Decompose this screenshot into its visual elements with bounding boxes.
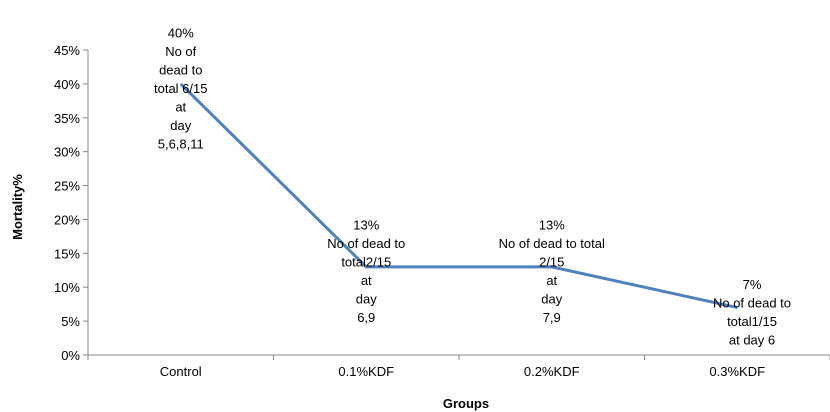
data-label: 40% No of dead to total 6/15 at day 5,6,8,11	[154, 25, 208, 151]
data-label-line: at	[361, 273, 372, 288]
data-label-line: total 6/15	[154, 81, 208, 96]
data-label-line: at	[546, 273, 557, 288]
data-label-line: No of	[165, 44, 196, 59]
data-label-line: total1/15	[727, 314, 777, 329]
y-tick-label: 35%	[54, 111, 80, 126]
data-label-line: dead to	[159, 62, 202, 77]
y-tick-label: 30%	[54, 145, 80, 160]
y-tick-label: 20%	[54, 212, 80, 227]
data-label-line: 2/15	[539, 255, 564, 270]
data-labels: 40% No of dead to total 6/15 at day 5,6,8,11 13…	[154, 25, 791, 347]
x-tick-label: 0.3%KDF	[709, 364, 765, 379]
x-tick-label: 0.1%KDF	[338, 364, 394, 379]
y-tick-label: 10%	[54, 280, 80, 295]
data-label-line: day	[541, 292, 562, 307]
data-label: 13% No of dead to total 2/15 at day 7,9	[499, 218, 605, 326]
data-label-line: day	[170, 118, 191, 133]
y-tick-label: 0%	[61, 348, 80, 363]
data-label-line: 7,9	[543, 310, 561, 325]
x-tick-label: 0.2%KDF	[524, 364, 580, 379]
data-label-line: 13%	[539, 218, 565, 233]
data-label-line: 13%	[353, 218, 379, 233]
data-label: 7% No of dead to total1/15 at day 6	[713, 277, 791, 348]
data-label-line: 6,9	[357, 310, 375, 325]
y-tick-label: 45%	[54, 43, 80, 58]
x-axis: Control 0.1%KDF 0.2%KDF 0.3%KDF	[87, 354, 830, 379]
series-layer	[179, 82, 738, 310]
y-tick-label: 15%	[54, 246, 80, 261]
x-axis-title: Groups	[443, 396, 489, 411]
data-label-line: 5,6,8,11	[158, 136, 204, 151]
data-label-line: 40%	[168, 25, 194, 40]
y-tick-label: 40%	[54, 77, 80, 92]
data-label-line: No of dead to	[713, 295, 791, 310]
x-tick-label: Control	[160, 364, 202, 379]
data-label-line: No of dead to total	[499, 236, 605, 251]
data-label-line: day	[356, 292, 377, 307]
data-label-line: 7%	[743, 277, 762, 292]
y-tick-label: 25%	[54, 179, 80, 194]
series-line	[179, 82, 738, 310]
data-label-line: total2/15	[341, 255, 391, 270]
y-axis-title: Mortality%	[10, 174, 25, 240]
y-axis: 0% 5% 10% 15% 20% 25% 30% 35% 40% 45%	[54, 43, 89, 363]
data-label: 13% No of dead to total2/15 at day 6,9	[327, 218, 405, 326]
y-tick-label: 5%	[61, 314, 80, 329]
data-label-line: No of dead to	[327, 236, 405, 251]
data-label-line: at	[175, 99, 186, 114]
data-label-line: at day 6	[729, 332, 775, 347]
